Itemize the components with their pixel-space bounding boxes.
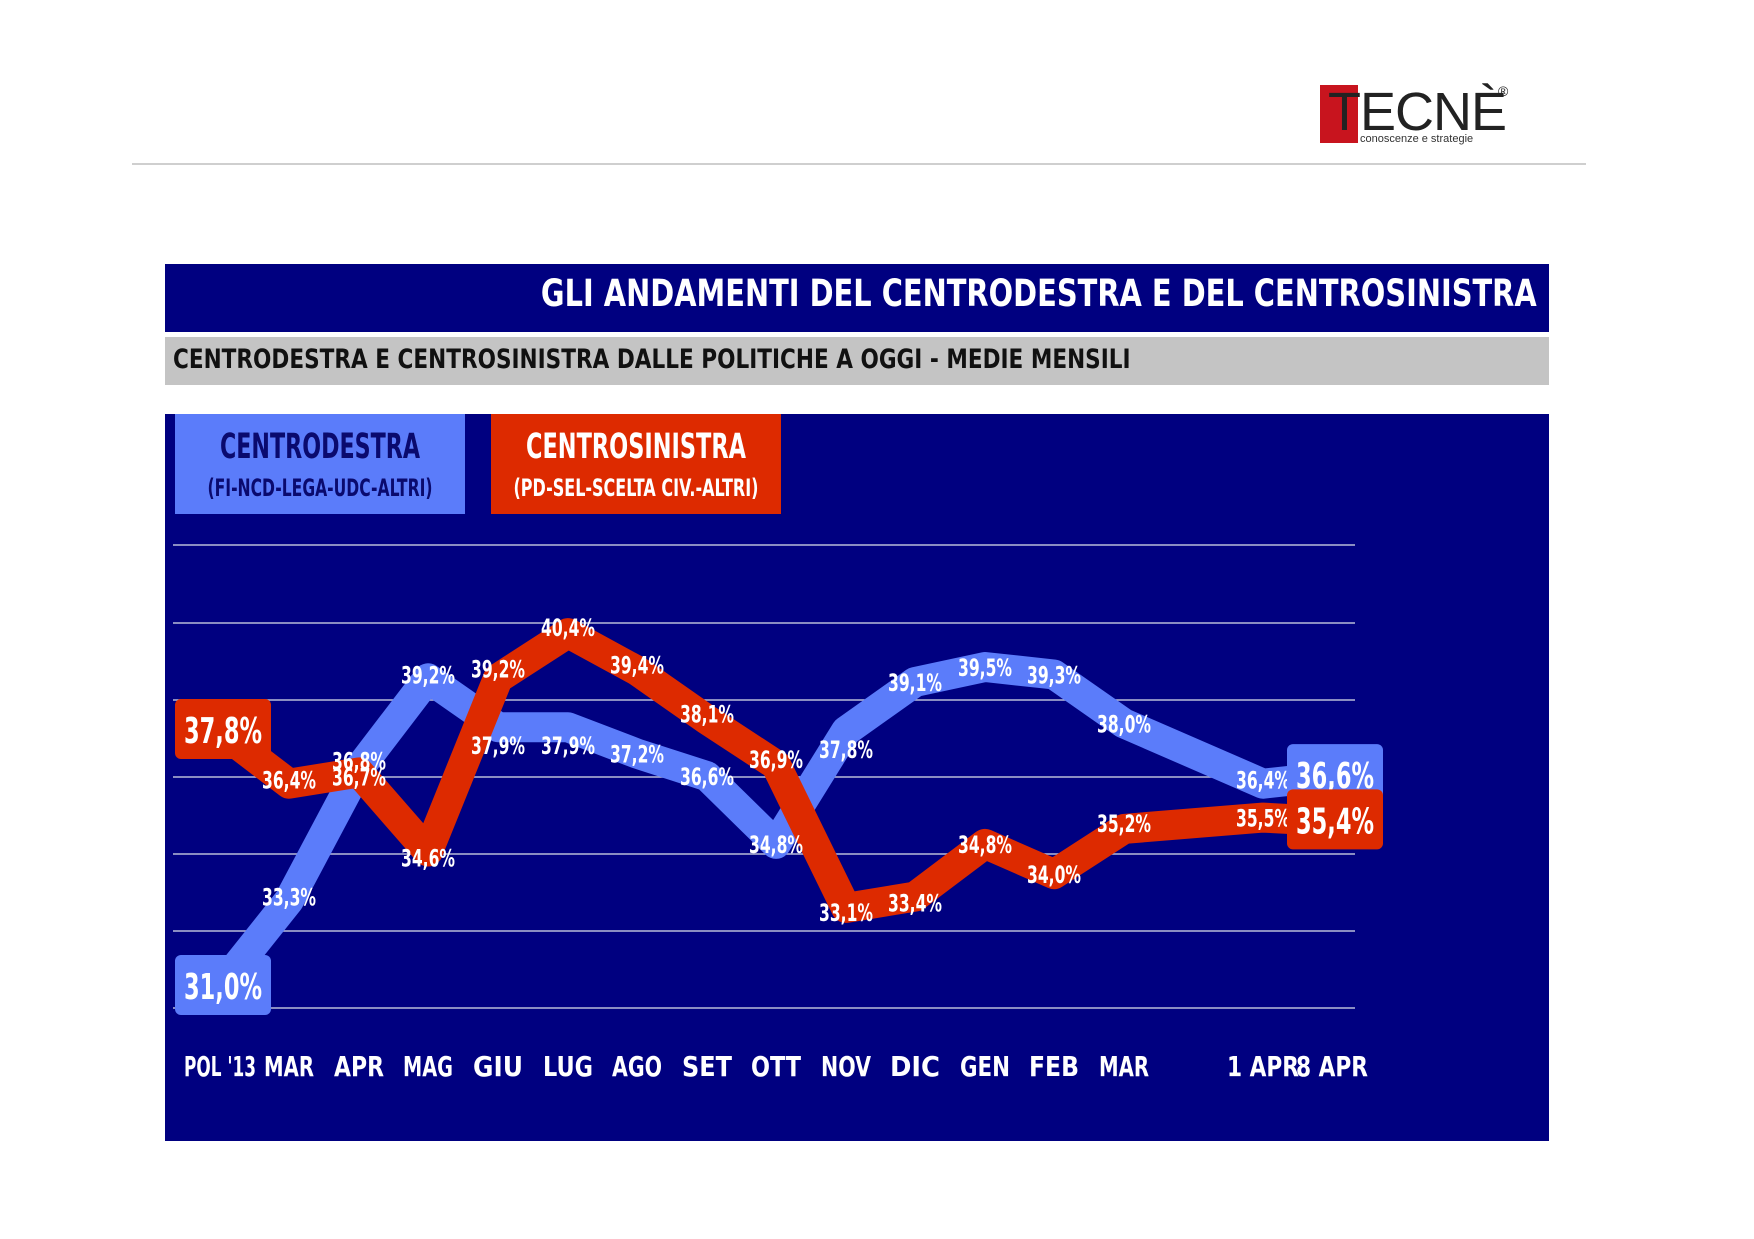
title-bar: GLI ANDAMENTI DEL CENTRODESTRA E DEL CEN… bbox=[165, 264, 1549, 332]
data-label: 39,5% bbox=[958, 654, 1012, 682]
chart-subtitle: CENTRODESTRA E CENTROSINISTRA DALLE POLI… bbox=[173, 344, 1131, 375]
x-tick-label: MAR bbox=[264, 1050, 314, 1083]
x-tick-label: 8 APR bbox=[1296, 1050, 1368, 1083]
legend-centrosinistra-box bbox=[491, 414, 781, 514]
tecne-logo: TECNÈ ® conoscenze e strategie bbox=[1320, 82, 1520, 147]
chart-title: GLI ANDAMENTI DEL CENTRODESTRA E DEL CEN… bbox=[541, 272, 1537, 315]
data-label: 37,8% bbox=[184, 711, 262, 752]
data-label: 33,1% bbox=[819, 899, 873, 927]
series-line-centrosinistra bbox=[205, 618, 1347, 923]
data-label: 37,2% bbox=[610, 741, 664, 769]
data-labels: 31,0% 33,3% 36,8% 39,2% 37,9% 37,9% 37,2% 36,6%… bbox=[175, 614, 1383, 1015]
data-label: 34,8% bbox=[958, 831, 1012, 859]
data-label: 36,4% bbox=[1236, 767, 1290, 795]
logo-tagline: conoscenze e strategie bbox=[1360, 133, 1474, 145]
data-label: 34,8% bbox=[749, 831, 803, 859]
legend-centrosinistra-name: CENTROSINISTRA bbox=[526, 427, 746, 467]
legend-centrodestra-box bbox=[175, 414, 465, 514]
data-label: 39,3% bbox=[1027, 662, 1081, 690]
data-label: 38,1% bbox=[680, 701, 734, 729]
data-label: 39,2% bbox=[471, 655, 525, 683]
x-tick-label: GIU bbox=[473, 1050, 523, 1083]
data-label: 36,6% bbox=[680, 763, 734, 791]
data-label: 35,2% bbox=[1097, 810, 1151, 838]
series-line-centrodestra bbox=[205, 652, 1347, 1002]
x-tick-label: LUG bbox=[543, 1050, 593, 1083]
x-tick-label: GEN bbox=[960, 1050, 1010, 1083]
grid-layer bbox=[173, 544, 1355, 1009]
header-divider bbox=[132, 163, 1586, 165]
data-label: 36,8% bbox=[332, 748, 386, 776]
data-label: 39,2% bbox=[401, 661, 455, 689]
data-label: 37,8% bbox=[819, 736, 873, 764]
x-axis: POL '13 MAR APR MAG GIU LUG AGO SET OTT NOV DIC GEN… bbox=[184, 1050, 1368, 1083]
data-label: 35,4% bbox=[1296, 801, 1374, 842]
highlight-box bbox=[1287, 744, 1383, 805]
data-label: 35,5% bbox=[1236, 805, 1290, 833]
legend: CENTRODESTRA (FI-NCD-LEGA-UDC-ALTRI) CEN… bbox=[175, 414, 781, 514]
x-tick-label: OTT bbox=[751, 1050, 801, 1083]
subtitle-bar: CENTRODESTRA E CENTROSINISTRA DALLE POLI… bbox=[165, 337, 1549, 385]
data-label: 34,0% bbox=[1027, 861, 1081, 889]
legend-centrodestra-name: CENTRODESTRA bbox=[220, 427, 420, 467]
highlight-box bbox=[1287, 789, 1383, 850]
data-label: 37,9% bbox=[471, 732, 525, 760]
x-tick-label: APR bbox=[334, 1050, 384, 1083]
chart-area: CENTRODESTRA (FI-NCD-LEGA-UDC-ALTRI) CEN… bbox=[165, 414, 1549, 1141]
line-chart: CENTRODESTRA (FI-NCD-LEGA-UDC-ALTRI) CEN… bbox=[173, 414, 1383, 1083]
data-label: 31,0% bbox=[184, 967, 262, 1008]
legend-centrodestra-detail: (FI-NCD-LEGA-UDC-ALTRI) bbox=[208, 474, 433, 502]
data-label: 40,4% bbox=[541, 614, 595, 642]
logo-registered-mark: ® bbox=[1498, 83, 1509, 99]
data-label: 37,9% bbox=[541, 732, 595, 760]
x-tick-label: POL '13 bbox=[184, 1050, 256, 1083]
data-label: 39,4% bbox=[610, 652, 664, 680]
legend-centrosinistra-detail: (PD-SEL-SCELTA CIV.-ALTRI) bbox=[514, 474, 759, 502]
x-tick-label: FEB bbox=[1029, 1050, 1079, 1083]
data-label: 39,1% bbox=[888, 669, 942, 697]
x-tick-label: 1 APR bbox=[1227, 1050, 1299, 1083]
x-tick-label: AGO bbox=[612, 1050, 662, 1083]
data-label: 33,3% bbox=[262, 883, 316, 911]
highlight-box bbox=[175, 955, 271, 1015]
x-tick-label: NOV bbox=[821, 1050, 871, 1083]
data-label: 36,4% bbox=[262, 767, 316, 795]
x-tick-label: MAG bbox=[403, 1050, 453, 1083]
data-label: 34,6% bbox=[401, 844, 455, 872]
data-label: 36,7% bbox=[332, 763, 386, 791]
highlight-box bbox=[175, 698, 271, 759]
data-label: 38,0% bbox=[1097, 710, 1151, 738]
data-label: 33,4% bbox=[888, 890, 942, 918]
x-tick-label: MAR bbox=[1099, 1050, 1149, 1083]
x-tick-label: SET bbox=[682, 1050, 732, 1083]
logo-red-box bbox=[1320, 85, 1358, 143]
logo-brand: TECNÈ bbox=[1328, 82, 1507, 142]
series-layer bbox=[205, 618, 1347, 1002]
x-tick-label: DIC bbox=[890, 1050, 940, 1083]
data-label: 36,9% bbox=[749, 746, 803, 774]
